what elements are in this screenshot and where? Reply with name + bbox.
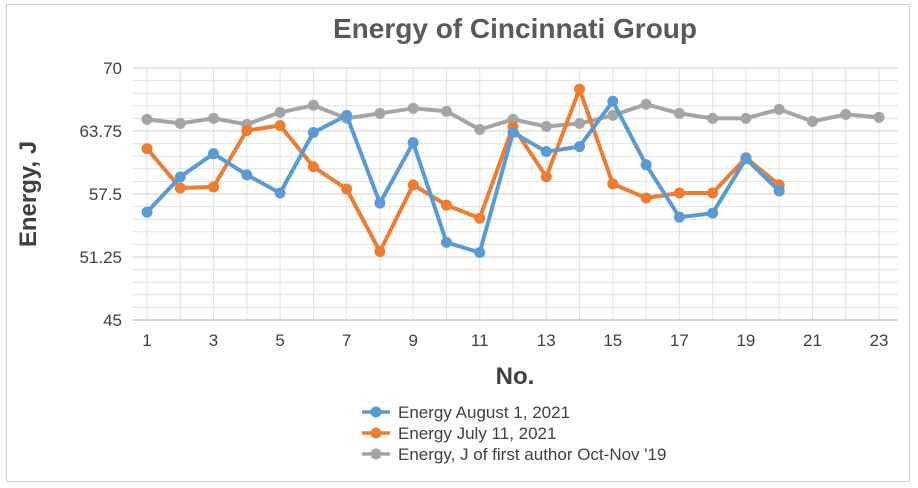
data-point [174, 117, 186, 129]
data-point [773, 185, 785, 197]
x-tick-label: 9 [408, 331, 417, 350]
data-point [307, 99, 319, 111]
data-point [673, 187, 685, 199]
data-point [673, 211, 685, 223]
legend: Energy August 1, 2021 Energy July 11, 202… [362, 403, 666, 464]
legend-label: Energy August 1, 2021 [398, 403, 570, 422]
data-point [208, 112, 220, 124]
x-axis-label: No. [496, 363, 535, 390]
data-point [540, 120, 552, 132]
series-layer [141, 83, 885, 258]
chart-title: Energy of Cincinnati Group [333, 13, 697, 44]
data-point [806, 115, 818, 127]
y-tick-labels: 45 51.25 57.5 63.75 70 [79, 59, 122, 330]
x-tick-label: 21 [803, 331, 822, 350]
data-point [174, 171, 186, 183]
data-point [274, 119, 286, 131]
x-tick-labels: 1 3 5 7 9 11 13 15 17 19 21 23 [142, 331, 888, 350]
y-axis-label: Energy, J [15, 141, 42, 247]
legend-label: Energy July 11, 2021 [398, 424, 556, 443]
data-point [241, 124, 253, 136]
data-point [707, 112, 719, 124]
data-point [208, 181, 220, 193]
data-point [274, 187, 286, 199]
y-tick-label: 57.5 [89, 185, 122, 204]
data-point [241, 169, 253, 181]
data-point [673, 107, 685, 119]
data-point [607, 95, 619, 107]
y-tick-label: 51.25 [79, 248, 122, 267]
data-point [740, 112, 752, 124]
data-point [407, 102, 419, 114]
data-point [474, 212, 486, 224]
data-point [274, 106, 286, 118]
data-point [474, 246, 486, 258]
data-point [707, 187, 719, 199]
data-point [574, 141, 586, 153]
data-point [341, 183, 353, 195]
legend-marker [370, 427, 382, 439]
y-tick-label: 45 [103, 311, 122, 330]
data-point [640, 98, 652, 110]
data-point [540, 146, 552, 158]
data-point [574, 83, 586, 95]
data-point [440, 199, 452, 211]
data-point [174, 182, 186, 194]
data-point [307, 127, 319, 139]
data-point [440, 236, 452, 248]
series-0 [141, 95, 785, 258]
data-point [374, 197, 386, 209]
data-point [707, 207, 719, 219]
x-tick-label: 3 [209, 331, 218, 350]
x-tick-label: 23 [870, 331, 889, 350]
data-point [873, 111, 885, 123]
x-tick-label: 11 [471, 331, 489, 350]
data-point [773, 103, 785, 115]
legend-marker [370, 406, 382, 418]
series-line [145, 99, 782, 255]
x-tick-label: 5 [275, 331, 284, 350]
data-point [141, 143, 153, 155]
data-point [307, 161, 319, 173]
data-point [374, 107, 386, 119]
data-point [574, 117, 586, 129]
data-point [141, 206, 153, 218]
x-tick-label: 15 [603, 331, 622, 350]
data-point [507, 127, 519, 139]
data-point [640, 192, 652, 204]
data-point [407, 179, 419, 191]
grid [132, 67, 898, 321]
data-point [440, 105, 452, 117]
data-point [374, 245, 386, 257]
data-point [474, 123, 486, 135]
data-point [607, 178, 619, 190]
data-point [341, 109, 353, 121]
x-tick-label: 13 [537, 331, 556, 350]
data-point [640, 159, 652, 171]
data-point [407, 137, 419, 149]
series-line [145, 87, 782, 254]
data-point [607, 109, 619, 121]
chart-frame [6, 4, 910, 482]
series-2 [141, 98, 885, 135]
y-tick-label: 63.75 [79, 122, 122, 141]
legend-label: Energy, J of first author Oct-Nov '19 [398, 445, 666, 464]
data-point [840, 108, 852, 120]
x-tick-label: 1 [142, 331, 151, 350]
series-1 [141, 83, 785, 257]
x-tick-label: 17 [670, 331, 689, 350]
data-point [540, 171, 552, 183]
x-tick-label: 7 [342, 331, 351, 350]
data-point [141, 113, 153, 125]
x-tick-label: 19 [736, 331, 755, 350]
data-point [208, 148, 220, 160]
data-point [740, 153, 752, 165]
y-tick-label: 70 [103, 59, 122, 78]
legend-marker [370, 448, 382, 460]
